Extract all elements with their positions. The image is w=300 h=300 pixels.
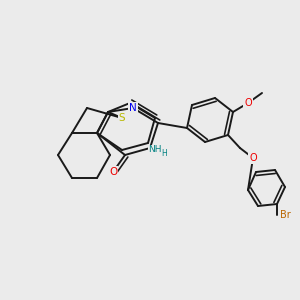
Text: S: S [119, 113, 125, 123]
Text: H: H [161, 148, 167, 158]
Text: O: O [244, 98, 252, 108]
Text: O: O [249, 153, 257, 163]
Text: NH: NH [148, 146, 162, 154]
Text: Br: Br [280, 210, 291, 220]
Text: O: O [109, 167, 117, 177]
Text: N: N [129, 103, 137, 113]
